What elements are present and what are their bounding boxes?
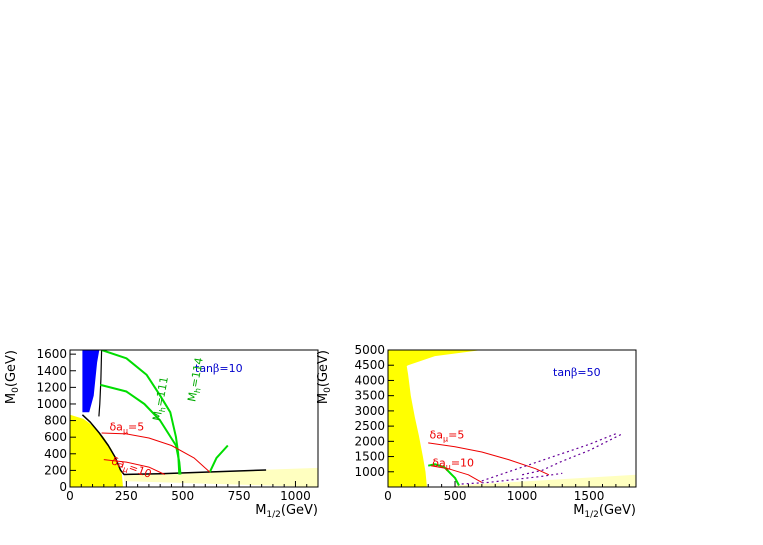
contour-line-4	[208, 444, 229, 473]
contour-line-1	[428, 442, 550, 476]
y-tick-label: 600	[44, 430, 67, 444]
plot-area	[388, 350, 636, 487]
y-tick-label: 1000	[36, 397, 67, 411]
tanb-label: tanβ=10	[195, 362, 243, 375]
y-tick-label: 1500	[354, 450, 385, 464]
contour-line-6	[103, 459, 165, 475]
y-tick-label: 800	[44, 414, 67, 428]
right-panel-tanb50: 0 500 1000 15001000150020002500300035004000…	[316, 343, 637, 520]
x-tick-label: 0	[384, 489, 392, 503]
contour-annotation-0: δaμ=5	[430, 428, 465, 443]
y-tick-label: 3000	[354, 404, 385, 418]
tanb-label: tanβ=50	[553, 366, 601, 379]
contour-line-3	[481, 433, 617, 482]
contour-annotation-1: δaμ=10	[432, 456, 474, 471]
contour-annotation-3: Mh=114	[185, 356, 208, 403]
contour-line-1	[98, 350, 103, 417]
y-tick-label: 2000	[354, 434, 385, 448]
contour-line-0	[81, 414, 267, 476]
contour-annotation-0: δaμ=5	[109, 421, 144, 436]
x-axis-label: M1/2(GeV)	[573, 503, 636, 520]
y-tick-label: 0	[59, 480, 67, 494]
excluded-region-1	[392, 350, 482, 375]
contour-line-0	[427, 463, 460, 486]
contour-annotation-2: Mh=111	[150, 376, 173, 423]
contour-line-4	[521, 433, 623, 476]
y-tick-label: 1200	[36, 380, 67, 394]
left-panel-tanb10: 0 250 500 750 1000 0 200 400 600 800 1000 1200 1400 1…	[4, 347, 319, 520]
plot-frame	[387, 349, 637, 488]
excluded-region-0	[70, 414, 123, 487]
y-tick-label: 1400	[36, 364, 67, 378]
y-tick-label: 1000	[354, 465, 385, 479]
excluded-region-2	[82, 350, 100, 413]
contour-line-2	[430, 465, 483, 483]
y-tick-label: 200	[44, 463, 67, 477]
x-tick-label: 250	[115, 489, 138, 503]
plot-area	[70, 350, 318, 487]
y-axis-label: M0(GeV)	[316, 350, 333, 404]
y-tick-label: 1600	[36, 347, 67, 361]
y-tick-label: 4500	[354, 358, 385, 372]
contour-line-3	[100, 383, 182, 475]
excluded-region-1	[124, 467, 318, 487]
excluded-region-2	[455, 474, 636, 487]
y-tick-label: 400	[44, 447, 67, 461]
y-axis-label: M0(GeV)	[4, 350, 21, 404]
y-tick-label: 4000	[354, 373, 385, 387]
x-tick-label: 500	[171, 489, 194, 503]
x-tick-label: 500	[444, 489, 467, 503]
y-tick-label: 2500	[354, 419, 385, 433]
y-tick-label: 3500	[354, 389, 385, 403]
x-tick-label: 0	[66, 489, 74, 503]
contour-line-5	[101, 432, 211, 473]
x-axis-label: M1/2(GeV)	[255, 503, 318, 520]
excluded-region-0	[388, 350, 427, 487]
x-tick-label: 1000	[280, 489, 311, 503]
x-tick-label: 1000	[507, 489, 538, 503]
y-tick-label: 5000	[354, 343, 385, 357]
x-tick-label: 750	[228, 489, 251, 503]
x-tick-label: 1500	[574, 489, 605, 503]
